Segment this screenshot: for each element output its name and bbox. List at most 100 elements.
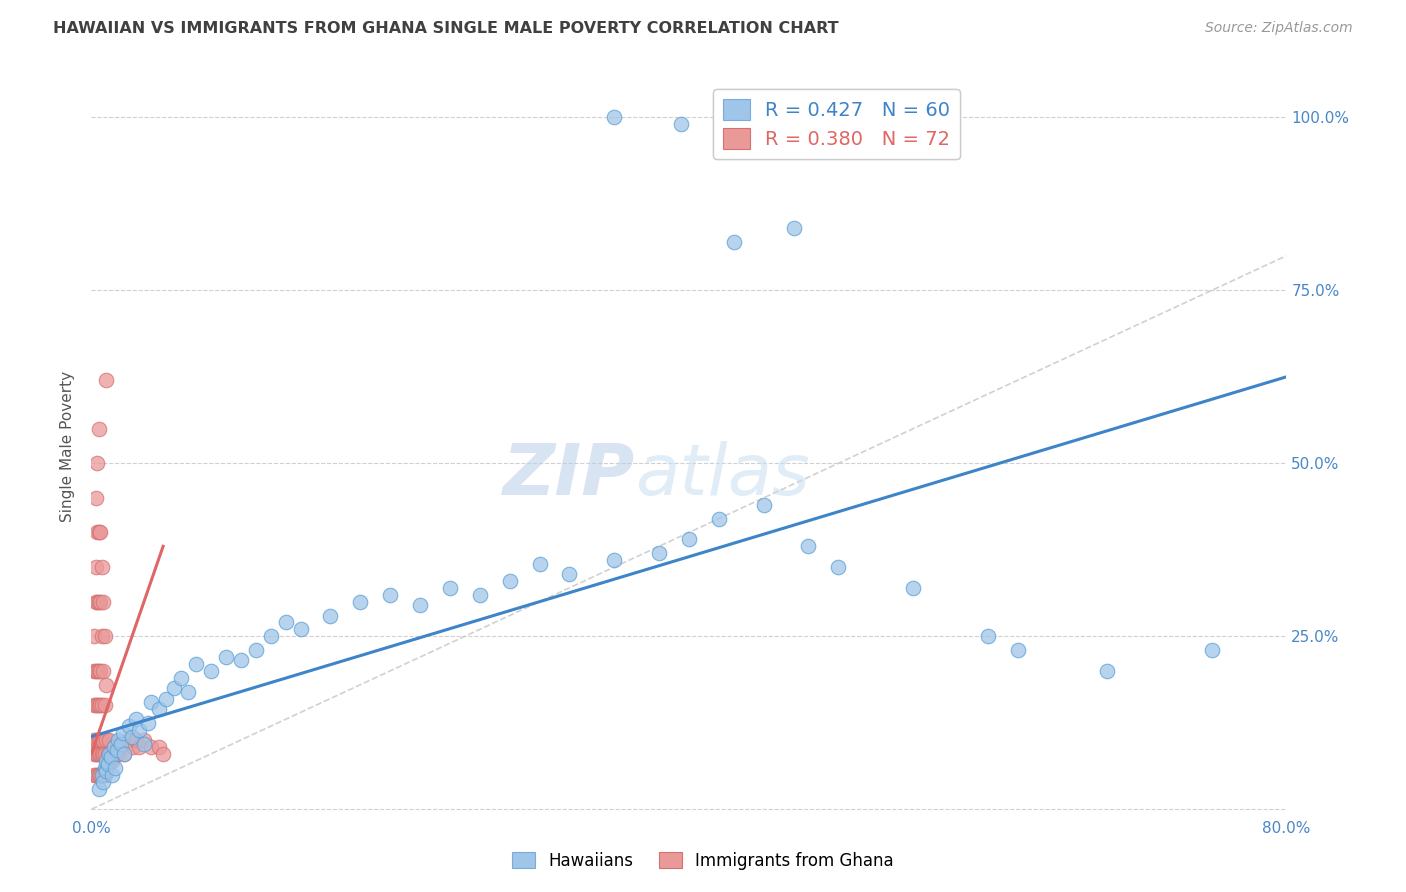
Point [83, 664, 105, 678]
Text: ZIP: ZIP [503, 442, 636, 510]
Point [141, 739, 163, 754]
Point [96, 761, 118, 775]
Point [90, 767, 112, 781]
Point [104, 761, 127, 775]
Point [94, 747, 117, 761]
Point [707, 511, 730, 525]
Point [1007, 643, 1029, 657]
Point [87, 595, 110, 609]
Point [90, 698, 112, 713]
Point [93, 664, 115, 678]
Point [229, 653, 252, 667]
Point [723, 235, 745, 249]
Point [752, 498, 775, 512]
Point [103, 739, 125, 754]
Point [93, 733, 115, 747]
Point [97, 757, 120, 772]
Point [529, 557, 551, 571]
Point [152, 747, 174, 761]
Point [1097, 664, 1119, 678]
Point [87, 422, 110, 436]
Point [121, 730, 143, 744]
Point [86, 767, 108, 781]
Point [671, 117, 693, 131]
Point [380, 588, 402, 602]
Point [274, 615, 297, 630]
Point [319, 608, 342, 623]
Legend: R = 0.427   N = 60, R = 0.380   N = 72: R = 0.427 N = 60, R = 0.380 N = 72 [713, 89, 960, 159]
Point [96, 733, 118, 747]
Point [100, 747, 122, 761]
Legend: Hawaiians, Immigrants from Ghana: Hawaiians, Immigrants from Ghana [505, 846, 901, 877]
Point [90, 629, 112, 643]
Point [107, 747, 129, 761]
Point [87, 733, 110, 747]
Point [87, 747, 110, 761]
Point [100, 750, 122, 764]
Point [94, 698, 117, 713]
Point [93, 767, 115, 781]
Point [148, 739, 170, 754]
Point [97, 747, 120, 761]
Point [603, 111, 626, 125]
Point [89, 525, 111, 540]
Point [93, 747, 115, 761]
Point [184, 657, 207, 671]
Point [93, 774, 115, 789]
Point [84, 664, 107, 678]
Point [90, 767, 112, 781]
Point [87, 698, 110, 713]
Point [84, 747, 107, 761]
Point [84, 560, 107, 574]
Point [86, 747, 108, 761]
Text: atlas: atlas [636, 442, 810, 510]
Point [87, 767, 110, 781]
Point [94, 761, 117, 775]
Point [83, 747, 105, 761]
Point [245, 643, 267, 657]
Point [93, 595, 115, 609]
Point [90, 560, 112, 574]
Point [90, 733, 112, 747]
Y-axis label: Single Male Poverty: Single Male Poverty [60, 370, 76, 522]
Point [177, 684, 200, 698]
Point [101, 767, 124, 781]
Point [86, 733, 108, 747]
Point [89, 595, 111, 609]
Point [89, 733, 111, 747]
Point [797, 539, 820, 553]
Point [118, 719, 141, 733]
Point [83, 767, 105, 781]
Point [83, 733, 105, 747]
Point [1201, 643, 1223, 657]
Point [89, 767, 111, 781]
Point [96, 754, 118, 768]
Point [128, 739, 150, 754]
Point [200, 664, 222, 678]
Point [976, 629, 998, 643]
Point [148, 702, 170, 716]
Point [105, 743, 128, 757]
Point [87, 781, 110, 796]
Point [96, 678, 118, 692]
Point [84, 733, 107, 747]
Point [86, 525, 108, 540]
Point [141, 695, 163, 709]
Point [782, 221, 804, 235]
Point [215, 650, 238, 665]
Point [84, 595, 107, 609]
Point [827, 560, 849, 574]
Point [349, 595, 371, 609]
Point [87, 525, 110, 540]
Point [499, 574, 522, 588]
Point [86, 698, 108, 713]
Point [125, 733, 148, 747]
Point [86, 456, 108, 470]
Point [84, 767, 107, 781]
Point [558, 567, 581, 582]
Point [259, 629, 281, 643]
Point [96, 373, 118, 387]
Point [110, 739, 132, 754]
Point [290, 623, 312, 637]
Point [132, 737, 155, 751]
